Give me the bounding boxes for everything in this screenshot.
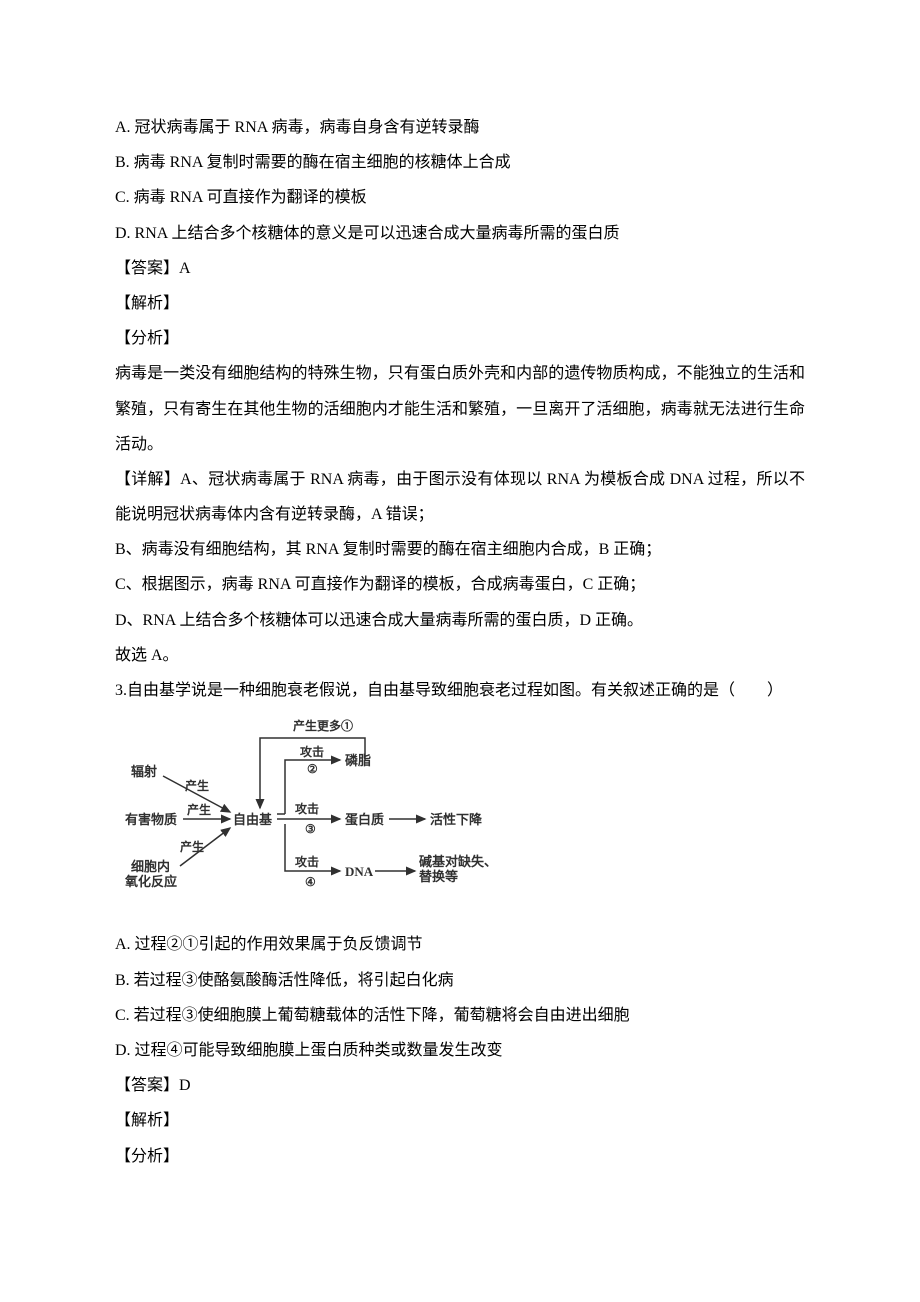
label-danbaizhi: 蛋白质 [345,812,384,827]
label-n4: ④ [305,875,316,889]
detail-b: B、病毒没有细胞结构，其 RNA 复制时需要的酶在宿主细胞内合成，B 正确； [115,532,805,567]
q3-option-b: B. 若过程③使酪氨酸酶活性降低，将引起白化病 [115,963,805,998]
label-yanghua: 氧化反应 [125,874,177,889]
label-jianjidui: 碱基对缺失、 [419,854,497,869]
q3-option-a: A. 过程②①引起的作用效果属于负反馈调节 [115,927,805,962]
label-n2: ② [307,762,318,776]
label-n3: ③ [305,822,316,836]
document-page: A. 冠状病毒属于 RNA 病毒，病毒自身含有逆转录酶 B. 病毒 RNA 复制… [0,0,920,1302]
label-gongji-2: 攻击 [300,744,324,759]
detail-a-text: A、冠状病毒属于 RNA 病毒，由于图示没有体现以 RNA 为模板合成 DNA … [115,471,805,523]
detail-c: C、根据图示，病毒 RNA 可直接作为翻译的模板，合成病毒蛋白，C 正确； [115,567,805,602]
q3-option-c: C. 若过程③使细胞膜上葡萄糖载体的活性下降，葡萄糖将会自由进出细胞 [115,998,805,1033]
option-b: B. 病毒 RNA 复制时需要的酶在宿主细胞的核糖体上合成 [115,145,805,180]
label-fushe: 辐射 [131,764,157,779]
q3-jiexi: 【解析】 [115,1103,805,1138]
q3-option-d: D. 过程④可能导致细胞膜上蛋白质种类或数量发生改变 [115,1033,805,1068]
label-gongji-4: 攻击 [295,854,319,869]
conclusion: 故选 A。 [115,638,805,673]
option-c: C. 病毒 RNA 可直接作为翻译的模板 [115,180,805,215]
label-chansheng-3: 产生 [180,839,204,854]
answer-label: 【答案】A [115,251,805,286]
label-chanshenggengduo: 产生更多① [293,718,353,733]
question-3: 3.自由基学说是一种细胞衰老假说，自由基导致细胞衰老过程如图。有关叙述正确的是（… [115,673,805,708]
jiexi-label: 【解析】 [115,286,805,321]
q3-answer: 【答案】D [115,1068,805,1103]
free-radical-diagram: 辐射 有害物质 细胞内 氧化反应 产生 产生 产生 自由基 产生更多① 攻击 ②… [125,716,505,919]
label-linzhi: 磷脂 [345,753,371,768]
analysis-paragraph: 病毒是一类没有细胞结构的特殊生物，只有蛋白质外壳和内部的遗传物质构成，不能独立的… [115,356,805,462]
label-xibao: 细胞内 [131,859,170,874]
label-huoxing: 活性下降 [430,812,483,827]
label-dna: DNA [345,864,374,879]
detail-d: D、RNA 上结合多个核糖体可以迅速合成大量病毒所需的蛋白质，D 正确。 [115,603,805,638]
label-gongji-3: 攻击 [295,801,319,816]
detail-label: 【详解】 [115,471,180,488]
option-a: A. 冠状病毒属于 RNA 病毒，病毒自身含有逆转录酶 [115,110,805,145]
label-tihuan: 替换等 [419,869,458,884]
label-ziyouji: 自由基 [233,812,273,827]
q3-fenxi: 【分析】 [115,1139,805,1174]
label-chansheng-1: 产生 [185,778,209,793]
fenxi-label: 【分析】 [115,321,805,356]
label-youhai: 有害物质 [125,812,177,827]
detail-a: 【详解】A、冠状病毒属于 RNA 病毒，由于图示没有体现以 RNA 为模板合成 … [115,462,805,532]
option-d: D. RNA 上结合多个核糖体的意义是可以迅速合成大量病毒所需的蛋白质 [115,216,805,251]
label-chansheng-2: 产生 [187,802,211,817]
